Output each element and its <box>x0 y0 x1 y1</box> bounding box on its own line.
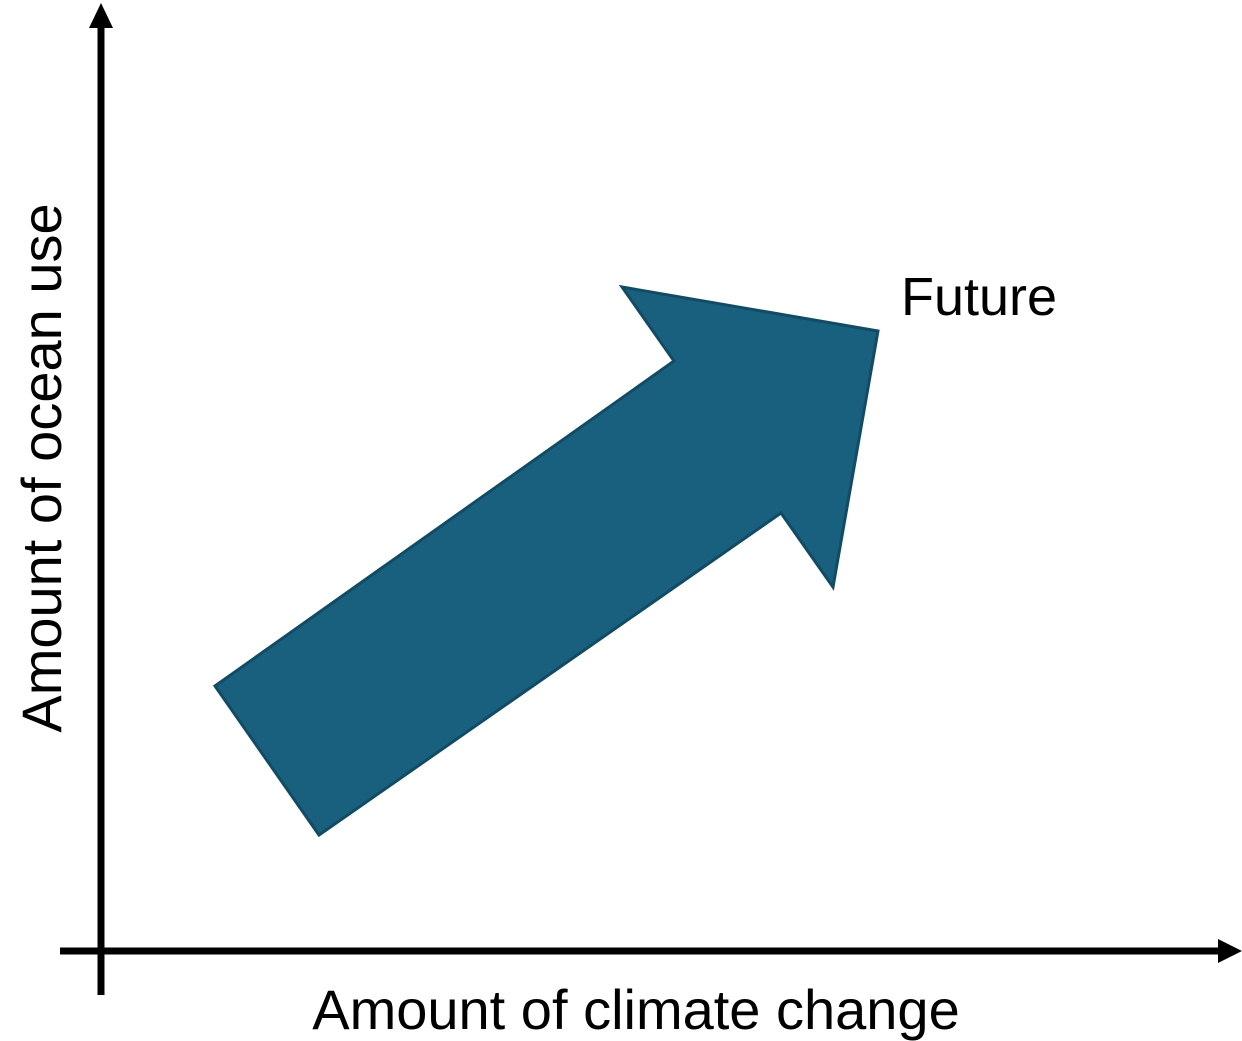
x-axis-arrowhead <box>1218 939 1242 963</box>
y-axis-arrowhead <box>89 3 113 28</box>
trend-arrow <box>212 284 880 838</box>
y-axis-label: Amount of ocean use <box>10 203 73 733</box>
future-label: Future <box>901 267 1058 327</box>
x-axis-label: Amount of climate change <box>312 978 960 1041</box>
